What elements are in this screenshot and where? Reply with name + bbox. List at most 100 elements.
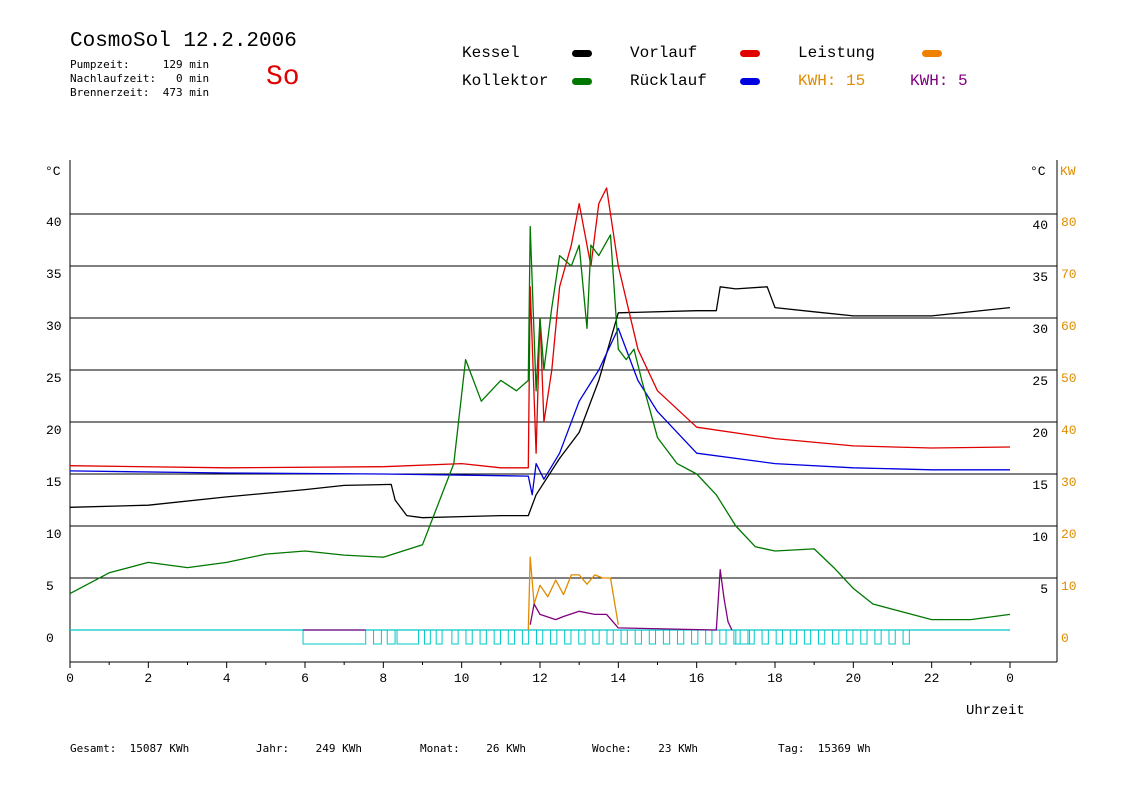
grid-lines	[70, 213, 1057, 579]
burner-pulse	[733, 629, 741, 645]
y-tick-label-right-power: 10	[1061, 579, 1077, 594]
burner-pulse	[386, 629, 396, 645]
x-tick-label: 20	[846, 671, 862, 686]
series-line-vorlauf	[69, 187, 1011, 469]
burner-pulse	[302, 629, 367, 645]
chart-title: CosmoSol 12.2.2006	[70, 30, 297, 53]
burner-pulse	[564, 629, 572, 645]
y-tick-label-left: 35	[46, 267, 62, 282]
legend-swatch-vorlauf	[740, 50, 760, 57]
y-tick-label-right-power: 0	[1061, 631, 1069, 646]
footer-jahr: Jahr: 249 KWh	[256, 742, 362, 755]
y-tick-label-right-temp: 40	[1032, 218, 1048, 233]
burner-pulse	[719, 629, 727, 645]
legend-swatch-kessel	[572, 50, 592, 57]
burner-pulse	[860, 629, 868, 645]
series-line-r-cklauf	[69, 327, 1010, 496]
y-tick-label-left: 15	[46, 475, 62, 490]
y-tick-label-left: 10	[46, 527, 62, 542]
y-tick-label-right-temp: 20	[1032, 426, 1048, 441]
burner-pulse	[648, 629, 657, 645]
burner-pulse	[789, 629, 798, 645]
burner-pulse	[578, 629, 586, 645]
burner-pulse	[874, 629, 882, 645]
burner-pulse	[888, 629, 896, 645]
y-axis-label-left: °C	[45, 164, 61, 179]
y-tick-label-right-temp: 10	[1032, 530, 1048, 545]
y-tick-label-right-temp: 5	[1040, 582, 1048, 597]
burner-pulse	[465, 629, 473, 645]
burner-pulse	[493, 629, 501, 645]
x-axis-label: Uhrzeit	[966, 703, 1025, 719]
burner-pulse	[691, 629, 699, 645]
burner-pulse	[775, 629, 783, 645]
legend-kwh-1: KWH: 15	[798, 72, 866, 90]
x-tick-label: 4	[223, 671, 231, 686]
burner-pulse	[735, 629, 751, 645]
burner-pulse	[846, 629, 854, 645]
burner-pulse	[507, 629, 516, 645]
y-tick-label-left: 0	[46, 631, 54, 646]
y-tick-label-right-temp: 35	[1032, 270, 1048, 285]
burner-pulse	[606, 629, 614, 645]
y-tick-label-right-power: 20	[1061, 527, 1077, 542]
burner-pulse	[761, 629, 769, 645]
y-tick-label-right-power: 50	[1061, 371, 1077, 386]
series-line-leistung	[527, 556, 619, 631]
y-tick-label-left: 40	[46, 215, 62, 230]
burner-pulse	[832, 629, 840, 645]
y-tick-label-right-power: 60	[1061, 319, 1077, 334]
x-tick-label: 14	[611, 671, 627, 686]
burner-pulse	[817, 629, 826, 645]
legend-kollektor: Kollektor	[462, 72, 549, 90]
burner-pulse	[373, 629, 382, 645]
x-tick-label: 6	[301, 671, 309, 686]
pumpzeit-label: Pumpzeit: 129 min	[70, 58, 210, 71]
nachlaufzeit-label: Nachlaufzeit: 0 min	[70, 72, 210, 85]
legend-ruecklauf: Rücklauf	[630, 72, 707, 90]
footer-gesamt: Gesamt: 15087 KWh	[70, 742, 190, 755]
footer-tag: Tag: 15369 Wh	[778, 742, 871, 755]
y-tick-label-right-power: 70	[1061, 267, 1077, 282]
burner-pulse	[634, 629, 642, 645]
burner-pulse	[423, 629, 431, 645]
y-axis-label-right-power: KW	[1060, 164, 1076, 179]
y-tick-label-right-temp: 15	[1032, 478, 1048, 493]
y-tick-label-right-temp: 25	[1032, 374, 1048, 389]
series-line-kwh-5	[529, 569, 733, 631]
series-line-kollektor	[69, 225, 1011, 621]
burner-pulse	[451, 629, 459, 645]
tick-labels: 0 2 4 6 8 10 12 14 16 18 20 22 0 0 5 10 15 20 25 30 35 40 5 10 1…	[46, 215, 1077, 686]
chart-axes	[69, 160, 1058, 668]
burner-pulse	[592, 629, 600, 645]
burner-pulse	[705, 629, 713, 645]
weekday-label: So	[266, 62, 300, 93]
y-tick-label-left: 25	[46, 371, 62, 386]
y-tick-label-right-power: 40	[1061, 423, 1077, 438]
y-axis-label-right-temp: °C	[1030, 164, 1046, 179]
legend-kessel: Kessel	[462, 44, 520, 62]
footer-woche: Woche: 23 KWh	[592, 742, 698, 755]
legend-swatch-leistung	[922, 50, 942, 57]
burner-pulse	[747, 629, 755, 645]
burner-pulse	[521, 629, 530, 645]
legend-swatch-ruecklauf	[740, 78, 760, 85]
burner-pulse	[535, 629, 544, 645]
burner-pulse	[550, 629, 558, 645]
y-tick-label-left: 20	[46, 423, 62, 438]
series-line-kessel	[69, 286, 1011, 519]
y-tick-label-left: 5	[46, 579, 54, 594]
burner-pulse	[396, 629, 420, 645]
burner-pulse	[676, 629, 685, 645]
x-tick-label: 10	[454, 671, 470, 686]
footer-monat: Monat: 26 KWh	[420, 742, 526, 755]
burner-pulse	[479, 629, 487, 645]
x-tick-label: 18	[767, 671, 783, 686]
x-tick-label: 16	[689, 671, 705, 686]
legend-kwh-2: KWH: 5	[910, 72, 968, 90]
brennerzeit-label: Brennerzeit: 473 min	[70, 86, 210, 99]
legend-leistung: Leistung	[798, 44, 875, 62]
series-lines	[69, 187, 1011, 631]
x-tick-label: 8	[379, 671, 387, 686]
